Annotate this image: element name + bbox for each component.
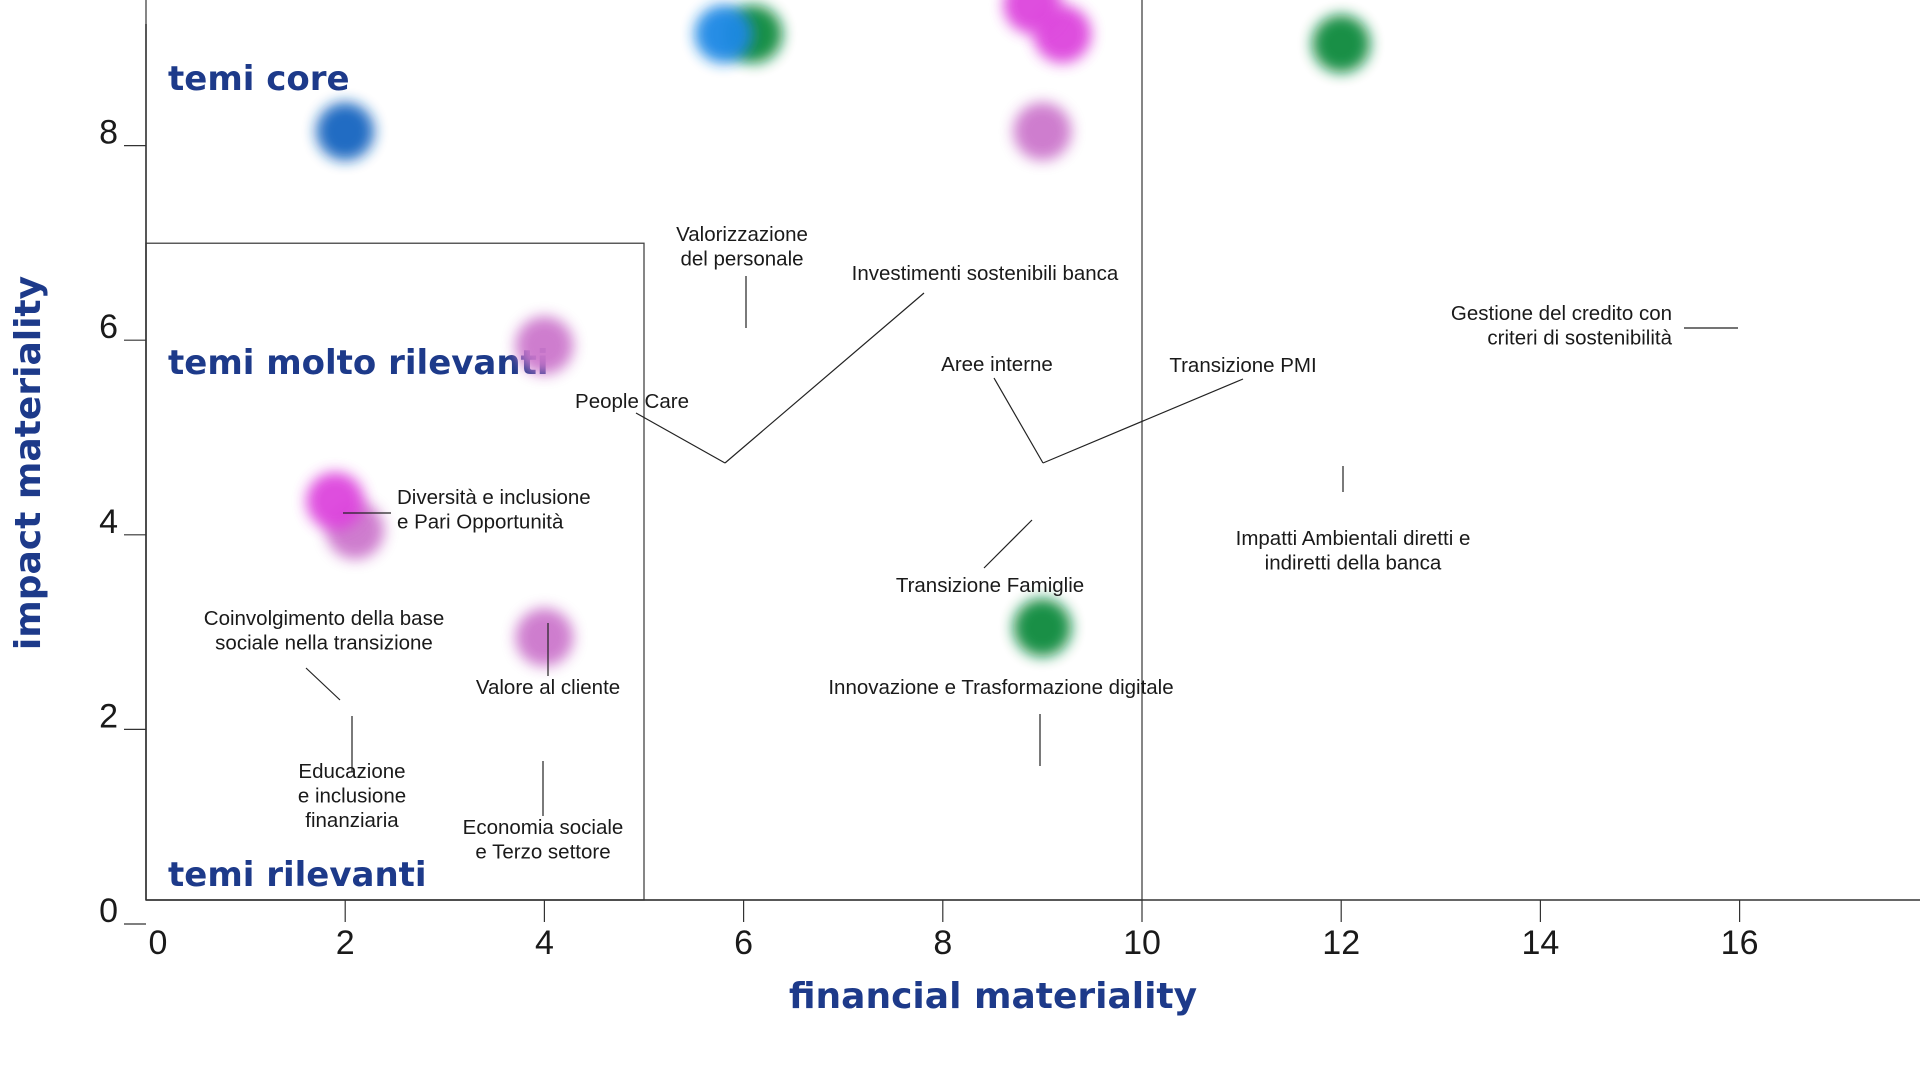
point-label: Aree interne <box>941 353 1053 376</box>
leader-line <box>1042 378 1244 464</box>
leader-lines-layer <box>305 276 1738 816</box>
point-label-line: e Pari Opportunità <box>397 511 564 534</box>
x-tick-label: 6 <box>734 924 753 962</box>
point-label-line: del personale <box>680 248 803 271</box>
point-label-line: e inclusione <box>298 785 406 808</box>
x-axis-title: financial materiality <box>789 976 1197 1017</box>
point-label-line: Impatti Ambientali diretti e <box>1236 527 1471 550</box>
region-label-3: temi rilevanti <box>168 855 427 895</box>
point-label-line: indiretti della banca <box>1265 552 1442 575</box>
x-tick-label: 14 <box>1521 924 1559 962</box>
x-tick-label: 12 <box>1322 924 1360 962</box>
point-label-line: Innovazione e Trasformazione digitale <box>828 676 1173 699</box>
x-tick-label: 4 <box>535 924 554 962</box>
axes-layer: 02468101214160246810121416 <box>99 24 1920 962</box>
x-tick-label: 0 <box>149 924 168 962</box>
y-tick-label: 6 <box>99 308 118 346</box>
data-point <box>1013 598 1072 657</box>
data-point <box>316 102 375 161</box>
point-label-line: e Terzo settore <box>475 841 610 864</box>
point-label-line: Transizione PMI <box>1169 354 1316 377</box>
leader-line <box>993 377 1044 464</box>
point-label-line: Coinvolgimento della base <box>204 607 444 630</box>
point-label-line: sociale nella transizione <box>215 632 433 655</box>
point-labels-layer: Valorizzazione del personale People Care In… <box>204 223 1673 864</box>
point-label: Gestione del credito con criteri di soste… <box>1451 302 1673 350</box>
leader-line <box>724 292 925 464</box>
point-label-line: finanziaria <box>305 809 399 832</box>
point-label-line: Educazione <box>298 760 405 783</box>
data-point <box>1003 0 1062 34</box>
y-tick-label: 8 <box>99 114 118 152</box>
y-tick-label: 4 <box>99 503 118 541</box>
x-tick-label: 2 <box>336 924 355 962</box>
data-point <box>306 472 365 531</box>
data-point <box>694 5 753 64</box>
point-label: Valore al cliente <box>476 676 620 699</box>
data-point <box>1013 102 1072 161</box>
point-label: Diversità e inclusione e Pari Opportunità <box>397 486 591 534</box>
point-label-line: Transizione Famiglie <box>896 574 1084 597</box>
point-label: Innovazione e Trasformazione digitale <box>828 676 1173 699</box>
x-tick-label: 10 <box>1123 924 1161 962</box>
y-axis-title: impact materiality <box>8 276 49 650</box>
point-label: Educazione e inclusione finanziaria <box>298 760 406 832</box>
point-label: Coinvolgimento della base sociale nella t… <box>204 607 444 655</box>
x-tick-label: 8 <box>933 924 952 962</box>
region-label-1: temi core <box>168 59 350 99</box>
point-label-line: People Care <box>575 390 689 413</box>
x-tick-label: 16 <box>1721 924 1759 962</box>
point-label-line: Diversità e inclusione <box>397 486 591 509</box>
data-point <box>1312 14 1371 73</box>
point-label-line: Economia sociale <box>463 816 624 839</box>
leader-line <box>635 412 726 464</box>
point-label-line: Investimenti sostenibili banca <box>852 262 1119 285</box>
point-label-line: Gestione del credito con <box>1451 302 1672 325</box>
points-layer <box>306 0 1371 667</box>
leader-line <box>305 667 341 701</box>
leader-line <box>983 519 1033 569</box>
y-tick-label: 2 <box>99 697 118 735</box>
data-point <box>515 608 574 667</box>
point-label: Transizione Famiglie <box>896 574 1084 597</box>
point-label: Economia sociale e Terzo settore <box>463 816 624 864</box>
point-label-line: criteri di sostenibilità <box>1487 327 1672 350</box>
y-tick-label: 0 <box>99 892 118 930</box>
point-label-line: Valore al cliente <box>476 676 620 699</box>
point-label: Valorizzazione del personale <box>676 223 808 271</box>
regions-layer: temi core temi molto rilevanti temi rileva… <box>145 0 1143 901</box>
point-label-line: Valorizzazione <box>676 223 808 246</box>
point-label: People Care <box>575 390 689 413</box>
region-label-2: temi molto rilevanti <box>168 343 548 383</box>
point-label-line: Aree interne <box>941 353 1053 376</box>
point-label: Impatti Ambientali diretti e indiretti de… <box>1236 527 1471 575</box>
point-label: Transizione PMI <box>1169 354 1316 377</box>
data-point <box>515 316 574 375</box>
point-label: Investimenti sostenibili banca <box>852 262 1119 285</box>
